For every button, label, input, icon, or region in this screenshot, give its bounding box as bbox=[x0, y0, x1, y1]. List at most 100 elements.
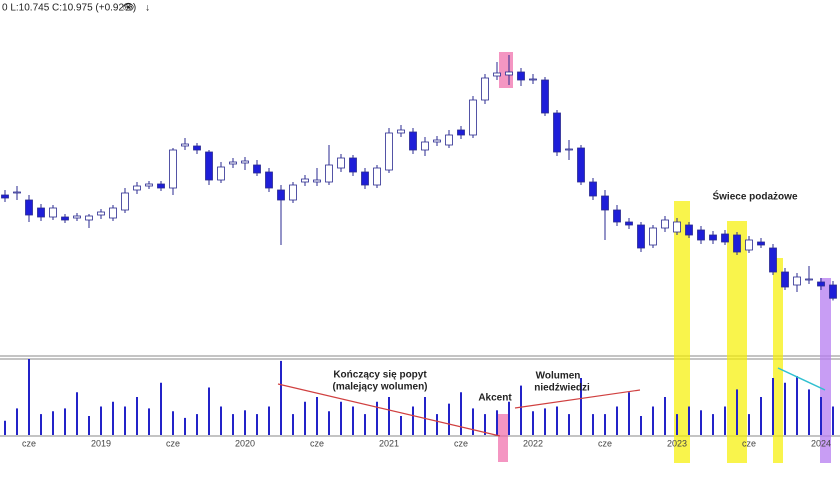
candle-body bbox=[13, 191, 21, 194]
volume-bar bbox=[208, 387, 210, 435]
volume-bar bbox=[196, 414, 198, 435]
highlight-yellow bbox=[727, 221, 747, 463]
candle-body bbox=[253, 164, 261, 174]
volume-bar bbox=[640, 416, 642, 435]
candle-body bbox=[313, 179, 321, 183]
annotation: Akcent bbox=[478, 393, 512, 404]
volume-bar bbox=[100, 406, 102, 435]
candle-body bbox=[445, 134, 453, 146]
candle-body bbox=[145, 183, 153, 187]
candle-body bbox=[73, 215, 81, 219]
candle-body bbox=[505, 71, 513, 76]
volume-bar bbox=[784, 382, 786, 435]
candle-body bbox=[697, 229, 705, 241]
candle-body bbox=[1, 194, 9, 199]
candle-body bbox=[457, 129, 465, 136]
x-tick-label: 2020 bbox=[235, 438, 255, 448]
trend-line bbox=[514, 389, 641, 409]
candle-body bbox=[97, 211, 105, 216]
volume-bar bbox=[496, 410, 498, 435]
header: 0 L:10.745 C:10.975 (+0.92%) bbox=[2, 3, 136, 14]
highlight-pink bbox=[499, 52, 513, 88]
candle-body bbox=[217, 166, 225, 181]
volume-bar bbox=[568, 414, 570, 435]
candle-body bbox=[193, 145, 201, 151]
icon-eye[interactable]: 👁 bbox=[122, 3, 135, 14]
candle-body bbox=[781, 271, 789, 288]
candle-body bbox=[601, 195, 609, 211]
volume-bar bbox=[832, 406, 834, 435]
volume-bar bbox=[340, 401, 342, 435]
candle-body bbox=[469, 99, 477, 136]
candle-body bbox=[529, 78, 537, 81]
volume-bar bbox=[304, 401, 306, 435]
candle-body bbox=[553, 112, 561, 153]
volume-bar bbox=[448, 403, 450, 435]
volume-bar bbox=[652, 406, 654, 435]
candle-body bbox=[721, 233, 729, 243]
candle-body bbox=[709, 234, 717, 241]
volume-bar bbox=[604, 414, 606, 435]
candle-body bbox=[433, 139, 441, 143]
volume-bar bbox=[748, 414, 750, 435]
candle-body bbox=[421, 141, 429, 151]
volume-bar bbox=[820, 397, 822, 435]
candle-body bbox=[181, 143, 189, 147]
x-tick-label: cze bbox=[166, 438, 180, 448]
candle-body bbox=[625, 221, 633, 226]
candle-body bbox=[37, 207, 45, 218]
volume-bar bbox=[136, 397, 138, 435]
candle-body bbox=[337, 157, 345, 169]
volume-bar bbox=[364, 414, 366, 435]
annotation: Kończący się popyt bbox=[333, 370, 427, 381]
volume-bar bbox=[88, 416, 90, 435]
volume-bar bbox=[124, 406, 126, 435]
candle-body bbox=[25, 199, 33, 216]
volume-bar bbox=[520, 385, 522, 435]
candle-body bbox=[517, 71, 525, 81]
x-tick-label: cze bbox=[598, 438, 612, 448]
volume-bar bbox=[796, 376, 798, 435]
x-tick-label: cze bbox=[742, 438, 756, 448]
candle-body bbox=[637, 224, 645, 249]
volume-bar bbox=[592, 414, 594, 435]
volume-bar bbox=[112, 401, 114, 435]
candle-body bbox=[685, 224, 693, 236]
candle-body bbox=[349, 157, 357, 173]
candle-body bbox=[661, 219, 669, 229]
volume-bar bbox=[184, 417, 186, 435]
candle-body bbox=[85, 215, 93, 221]
candle-body bbox=[565, 148, 573, 151]
candle-body bbox=[109, 207, 117, 219]
candle-body bbox=[817, 281, 825, 287]
candle-body bbox=[385, 132, 393, 171]
volume-bar bbox=[808, 389, 810, 435]
x-tick-label: cze bbox=[454, 438, 468, 448]
candle-body bbox=[121, 192, 129, 211]
volume-bar bbox=[760, 397, 762, 435]
candle-body bbox=[133, 185, 141, 191]
candle-body bbox=[325, 164, 333, 183]
x-tick-label: 2021 bbox=[379, 438, 399, 448]
volume-bar bbox=[16, 408, 18, 435]
x-tick-label: 2022 bbox=[523, 438, 543, 448]
volume-bar bbox=[436, 414, 438, 435]
volume-bar bbox=[736, 389, 738, 435]
highlight-yellow bbox=[674, 201, 690, 463]
volume-bar bbox=[28, 359, 30, 435]
candle-body bbox=[397, 129, 405, 134]
x-tick-label: cze bbox=[22, 438, 36, 448]
volume-bar bbox=[556, 406, 558, 435]
trend-line bbox=[777, 367, 826, 391]
volume-bar bbox=[664, 397, 666, 435]
volume-bar bbox=[532, 411, 534, 435]
volume-bar bbox=[40, 414, 42, 435]
candle-body bbox=[241, 160, 249, 164]
candle-body bbox=[169, 149, 177, 189]
volume-bar bbox=[376, 401, 378, 435]
x-tick-label: 2024 bbox=[811, 438, 831, 448]
volume-bar bbox=[172, 411, 174, 435]
icon-down[interactable]: ↓ bbox=[145, 3, 150, 14]
volume-bar bbox=[484, 414, 486, 435]
volume-bar bbox=[64, 408, 66, 435]
